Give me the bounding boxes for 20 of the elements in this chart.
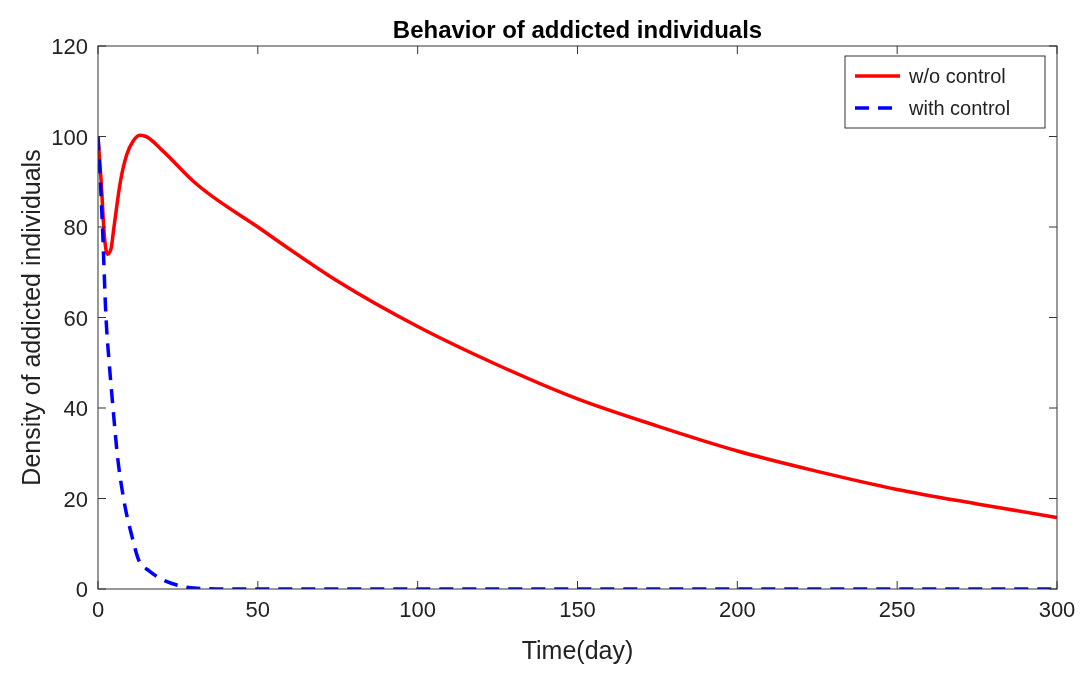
line-series bbox=[98, 133, 1057, 520]
y-tick-label: 100 bbox=[51, 124, 88, 150]
x-axis-title: Time(day) bbox=[521, 636, 634, 664]
y-axis-title: Density of addicted individuals bbox=[17, 149, 45, 486]
x-tick-label: 200 bbox=[718, 597, 756, 622]
x-tick-label: 50 bbox=[245, 597, 271, 622]
y-tick-label: 80 bbox=[63, 215, 88, 240]
x-tick-label: 250 bbox=[878, 597, 916, 622]
legend-label: with control bbox=[908, 97, 1011, 119]
chart-title: Behavior of addicted individuals bbox=[392, 16, 763, 43]
y-tick-label: 40 bbox=[63, 396, 88, 421]
y-tick-label: 20 bbox=[63, 486, 88, 512]
y-tick-label: 60 bbox=[63, 305, 88, 331]
x-tick-label: 100 bbox=[399, 597, 437, 622]
x-tick-label: 150 bbox=[559, 597, 596, 622]
y-tick-label: 0 bbox=[75, 577, 88, 602]
x-tick-label: 0 bbox=[91, 597, 105, 622]
legend-label: w/o control bbox=[908, 65, 1006, 87]
y-tick-label: 120 bbox=[51, 34, 88, 59]
x-tick-label: 300 bbox=[1038, 597, 1076, 622]
